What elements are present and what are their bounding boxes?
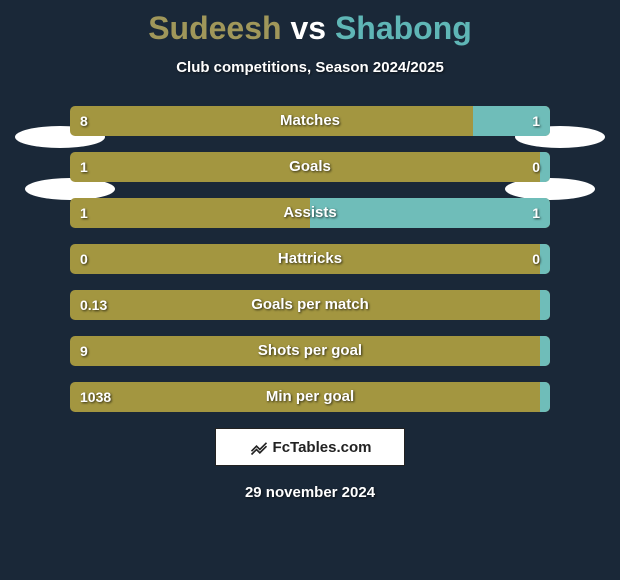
chart-icon [249,437,269,457]
brand-text: FcTables.com [273,439,372,456]
stat-row: 1Goals0 [70,152,550,182]
stat-label: Shots per goal [70,336,550,366]
player2-name: Shabong [335,10,472,46]
stat-label: Hattricks [70,244,550,274]
stat-row: 0.13Goals per match [70,290,550,320]
stat-row: 8Matches1 [70,106,550,136]
subtitle: Club competitions, Season 2024/2025 [0,59,620,76]
stat-label: Matches [70,106,550,136]
date-text: 29 november 2024 [0,484,620,501]
stat-label: Goals per match [70,290,550,320]
comparison-chart: 8Matches11Goals01Assists10Hattricks00.13… [70,106,550,412]
stat-label: Goals [70,152,550,182]
stat-row: 1038Min per goal [70,382,550,412]
stat-row: 9Shots per goal [70,336,550,366]
stat-label: Assists [70,198,550,228]
stat-value-right: 0 [532,244,540,274]
stat-value-right: 0 [532,152,540,182]
stat-row: 1Assists1 [70,198,550,228]
stat-value-right: 1 [532,198,540,228]
stat-label: Min per goal [70,382,550,412]
stat-value-right: 1 [532,106,540,136]
player1-name: Sudeesh [148,10,281,46]
page-title: Sudeesh vs Shabong [0,0,620,47]
brand-logo[interactable]: FcTables.com [215,428,405,466]
vs-text: vs [290,10,326,46]
stat-row: 0Hattricks0 [70,244,550,274]
